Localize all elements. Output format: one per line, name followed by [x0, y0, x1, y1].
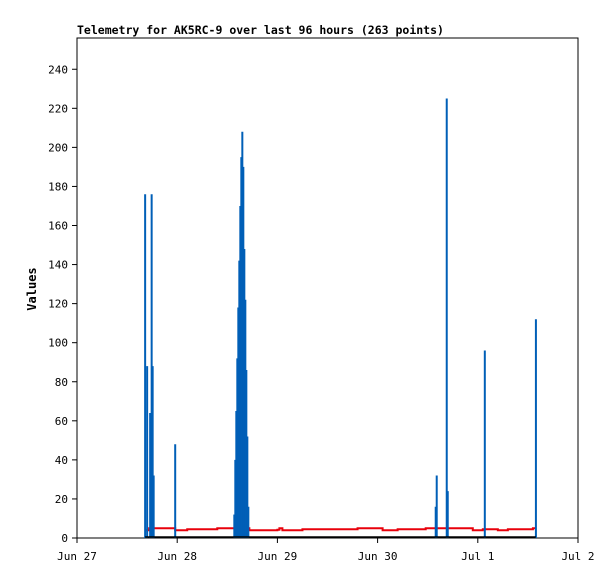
y-tick-label: 20 — [55, 493, 68, 506]
y-axis: 0 20 40 60 80 100 120 140 160 180 200 220 240 — [48, 63, 77, 545]
y-tick-label: 80 — [55, 376, 68, 389]
y-tick-label: 180 — [48, 180, 68, 193]
x-tick-label: Jul 2 — [561, 550, 594, 563]
y-tick-label: 120 — [48, 298, 68, 311]
y-tick-label: 200 — [48, 141, 68, 154]
x-tick-label: Jun 30 — [358, 550, 398, 563]
x-tick-label: Jun 29 — [258, 550, 298, 563]
y-tick-label: 100 — [48, 337, 68, 350]
plot-frame — [76, 37, 579, 539]
y-tick-label: 240 — [48, 63, 68, 76]
y-axis-label: Values — [25, 267, 39, 310]
x-tick-label: Jun 28 — [157, 550, 197, 563]
y-tick-label: 60 — [55, 415, 68, 428]
y-tick-label: 160 — [48, 220, 68, 233]
y-tick-label: 40 — [55, 454, 68, 467]
series-layer — [144, 98, 537, 538]
x-tick-label: Jul 1 — [461, 550, 494, 563]
series-0-line — [145, 527, 536, 532]
y-tick-label: 140 — [48, 259, 68, 272]
x-tick-label: Jun 27 — [57, 550, 97, 563]
x-axis: Jun 27 Jun 28 Jun 29 Jun 30 Jul 1 Jul 2 — [57, 538, 595, 563]
chart-title: Telemetry for AK5RC-9 over last 96 hours… — [77, 23, 444, 37]
y-tick-label: 220 — [48, 102, 68, 115]
y-tick-label: 0 — [61, 532, 68, 545]
